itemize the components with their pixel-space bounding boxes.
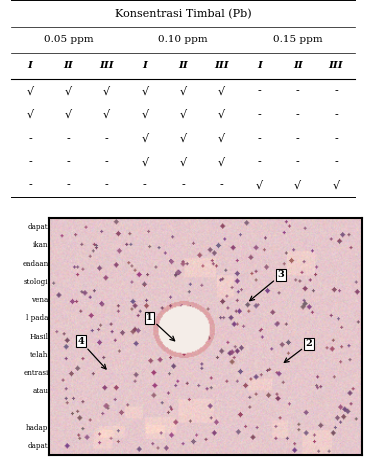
Text: 4: 4: [77, 337, 106, 369]
Text: 2: 2: [284, 339, 313, 363]
Text: l pada: l pada: [26, 314, 48, 322]
Text: -: -: [105, 180, 108, 190]
Text: √: √: [332, 180, 340, 190]
Text: -: -: [296, 86, 299, 97]
Text: -: -: [67, 134, 70, 144]
Text: -: -: [258, 134, 261, 144]
Text: entrasi: entrasi: [23, 369, 48, 377]
Text: √: √: [294, 180, 301, 190]
Text: √: √: [141, 157, 148, 167]
Text: 0.15 ppm: 0.15 ppm: [273, 35, 322, 44]
Text: 3: 3: [250, 271, 284, 301]
Text: √: √: [141, 110, 148, 120]
Text: √: √: [179, 157, 187, 167]
Text: -: -: [296, 134, 299, 144]
Text: √: √: [218, 110, 225, 120]
Text: II: II: [178, 62, 188, 71]
Text: -: -: [219, 180, 223, 190]
Text: I: I: [257, 62, 262, 71]
Text: -: -: [296, 157, 299, 167]
Text: II: II: [63, 62, 73, 71]
Text: √: √: [103, 86, 110, 97]
Text: atau: atau: [33, 387, 48, 395]
Text: √: √: [256, 180, 263, 190]
Text: dapat: dapat: [28, 223, 48, 231]
Text: √: √: [103, 110, 110, 120]
Text: √: √: [65, 110, 72, 120]
Text: -: -: [334, 86, 338, 97]
Text: -: -: [258, 86, 261, 97]
Text: -: -: [296, 110, 299, 120]
Text: Konsentrasi Timbal (Pb): Konsentrasi Timbal (Pb): [115, 9, 251, 19]
Text: Hasil: Hasil: [29, 333, 48, 340]
Text: -: -: [334, 157, 338, 167]
Text: hadap: hadap: [26, 424, 48, 432]
Text: √: √: [218, 86, 225, 97]
Text: -: -: [258, 110, 261, 120]
Text: √: √: [179, 86, 187, 97]
Text: vena: vena: [31, 296, 48, 304]
Text: √: √: [26, 86, 34, 97]
Text: √: √: [26, 110, 34, 120]
Text: dapat: dapat: [28, 442, 48, 450]
Text: telah: telah: [30, 351, 48, 359]
Text: -: -: [258, 157, 261, 167]
Text: ikan: ikan: [33, 241, 48, 249]
Text: √: √: [141, 134, 148, 144]
Text: 0.05 ppm: 0.05 ppm: [44, 35, 93, 44]
Text: -: -: [334, 110, 338, 120]
Text: √: √: [141, 86, 148, 97]
Text: -: -: [28, 157, 32, 167]
Text: -: -: [143, 180, 147, 190]
Text: √: √: [65, 86, 72, 97]
Text: -: -: [105, 157, 108, 167]
Text: stologi: stologi: [24, 278, 48, 286]
Text: -: -: [334, 134, 338, 144]
Text: 1: 1: [146, 313, 175, 341]
Text: √: √: [179, 110, 187, 120]
Text: -: -: [181, 180, 185, 190]
Text: -: -: [67, 157, 70, 167]
Text: I: I: [142, 62, 147, 71]
Text: -: -: [67, 180, 70, 190]
Text: II: II: [293, 62, 303, 71]
Text: III: III: [99, 62, 114, 71]
Text: 0.10 ppm: 0.10 ppm: [158, 35, 208, 44]
Text: √: √: [179, 134, 187, 144]
Text: -: -: [28, 180, 32, 190]
Text: √: √: [218, 134, 225, 144]
Text: eadaan: eadaan: [22, 260, 48, 268]
Text: III: III: [214, 62, 228, 71]
Text: -: -: [105, 134, 108, 144]
Text: I: I: [28, 62, 33, 71]
Text: -: -: [28, 134, 32, 144]
Text: √: √: [218, 157, 225, 167]
Text: III: III: [329, 62, 343, 71]
